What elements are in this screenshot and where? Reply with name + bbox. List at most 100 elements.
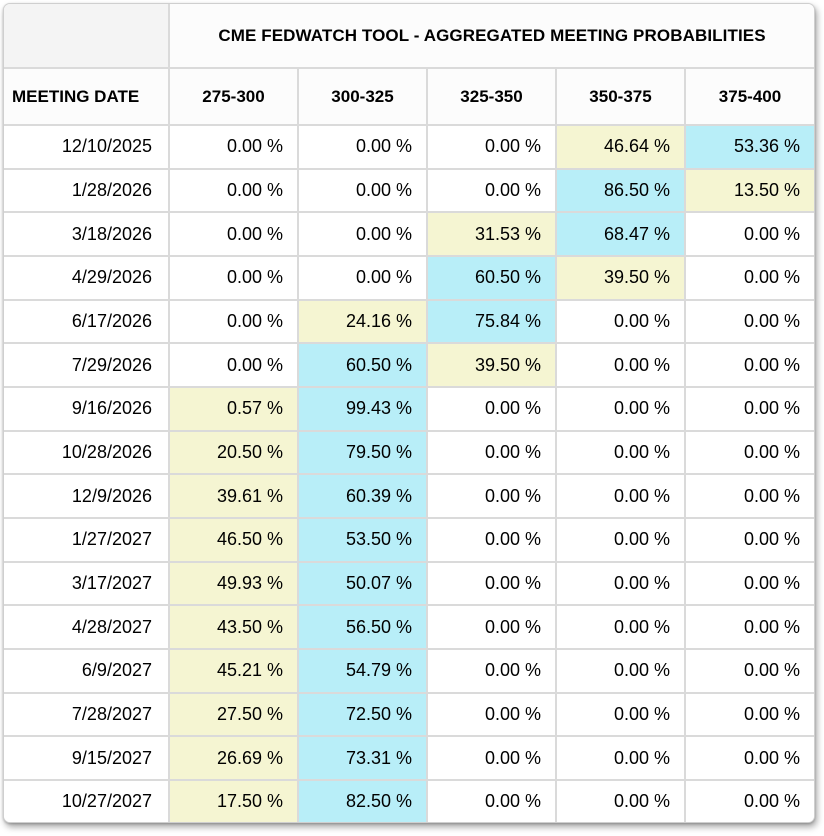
probability-cell: 0.00 % [555, 779, 686, 822]
probability-cell: 0.00 % [555, 473, 686, 520]
meeting-date-cell: 12/10/2025 [4, 124, 170, 170]
probability-cell: 75.84 % [426, 298, 557, 345]
probability-cell: 0.00 % [426, 386, 557, 432]
probability-cell: 0.00 % [168, 255, 299, 301]
probability-cell: 0.00 % [555, 386, 686, 432]
meeting-date-cell: 7/29/2026 [4, 342, 170, 389]
title-row: CME FEDWATCH TOOL - AGGREGATED MEETING P… [4, 4, 814, 69]
probability-cell: 0.00 % [426, 648, 557, 694]
probability-cell: 82.50 % [297, 779, 428, 822]
table-row: 4/29/2026 0.00 % 0.00 % 60.50 % 39.50 % 0.00 … [4, 255, 814, 301]
meeting-date-cell: 7/28/2027 [4, 691, 170, 738]
meeting-date-cell: 10/28/2026 [4, 429, 170, 476]
probability-cell: 45.21 % [168, 648, 299, 694]
column-header-row: MEETING DATE 275-300 300-325 325-350 350-375… [4, 67, 814, 126]
probability-cell: 17.50 % [168, 779, 299, 822]
probability-cell: 0.00 % [555, 298, 686, 345]
probability-cell: 0.00 % [684, 255, 814, 301]
meeting-date-cell: 4/28/2027 [4, 604, 170, 651]
probability-cell: 0.00 % [684, 429, 814, 476]
probability-cell: 0.00 % [426, 691, 557, 738]
probability-cell: 0.00 % [426, 604, 557, 651]
probability-cell: 0.00 % [168, 211, 299, 258]
probability-cell: 0.00 % [684, 473, 814, 520]
meeting-date-cell: 10/27/2027 [4, 779, 170, 822]
probability-cell: 26.69 % [168, 735, 299, 782]
probability-cell: 0.00 % [297, 124, 428, 170]
probability-cell: 0.00 % [555, 342, 686, 389]
probability-cell: 0.00 % [684, 735, 814, 782]
probability-cell: 0.00 % [555, 604, 686, 651]
table-row: 7/29/2026 0.00 % 60.50 % 39.50 % 0.00 % 0.00 … [4, 342, 814, 389]
table-row: 12/9/2026 39.61 % 60.39 % 0.00 % 0.00 % 0.00 … [4, 473, 814, 520]
probability-cell: 0.00 % [684, 517, 814, 563]
table-row: 9/15/2027 26.69 % 73.31 % 0.00 % 0.00 % 0.00 … [4, 735, 814, 782]
table-title: CME FEDWATCH TOOL - AGGREGATED MEETING P… [168, 4, 814, 69]
probability-cell: 0.00 % [426, 779, 557, 822]
probability-cell: 0.00 % [426, 124, 557, 170]
probability-cell: 13.50 % [684, 167, 814, 214]
probability-cell: 60.39 % [297, 473, 428, 520]
meeting-date-cell: 3/17/2027 [4, 560, 170, 607]
table-row: 3/18/2026 0.00 % 0.00 % 31.53 % 68.47 % 0.00 … [4, 211, 814, 258]
meeting-date-cell: 1/28/2026 [4, 167, 170, 214]
probability-cell: 39.50 % [426, 342, 557, 389]
table-row: 6/17/2026 0.00 % 24.16 % 75.84 % 0.00 % 0.00 … [4, 298, 814, 345]
meeting-date-cell: 3/18/2026 [4, 211, 170, 258]
probability-cell: 0.00 % [684, 298, 814, 345]
meeting-date-cell: 9/15/2027 [4, 735, 170, 782]
probability-cell: 0.00 % [297, 167, 428, 214]
table-row: 1/28/2026 0.00 % 0.00 % 0.00 % 86.50 % 13.50 … [4, 167, 814, 214]
table-row: 6/9/2027 45.21 % 54.79 % 0.00 % 0.00 % 0.00 % [4, 648, 814, 694]
probability-cell: 49.93 % [168, 560, 299, 607]
probability-cell: 0.00 % [426, 735, 557, 782]
probability-cell: 0.00 % [684, 691, 814, 738]
col-header-rate-range: 300-325 [297, 67, 428, 126]
probability-cell: 0.00 % [426, 429, 557, 476]
fedwatch-probabilities-panel: CME FEDWATCH TOOL - AGGREGATED MEETING P… [3, 3, 815, 823]
probability-cell: 0.00 % [297, 211, 428, 258]
fedwatch-probabilities-table: CME FEDWATCH TOOL - AGGREGATED MEETING P… [4, 4, 814, 822]
probability-cell: 0.00 % [684, 211, 814, 258]
probability-cell: 0.00 % [426, 517, 557, 563]
col-header-rate-range: 350-375 [555, 67, 686, 126]
probability-cell: 0.00 % [168, 342, 299, 389]
meeting-date-cell: 6/9/2027 [4, 648, 170, 694]
probability-cell: 0.00 % [297, 255, 428, 301]
probability-cell: 46.64 % [555, 124, 686, 170]
col-header-rate-range: 275-300 [168, 67, 299, 126]
meeting-date-cell: 1/27/2027 [4, 517, 170, 563]
meeting-date-cell: 6/17/2026 [4, 298, 170, 345]
probability-cell: 73.31 % [297, 735, 428, 782]
probability-cell: 99.43 % [297, 386, 428, 432]
probability-cell: 0.00 % [555, 560, 686, 607]
probability-cell: 0.00 % [555, 429, 686, 476]
probability-cell: 0.00 % [426, 473, 557, 520]
probability-cell: 0.57 % [168, 386, 299, 432]
table-row: 7/28/2027 27.50 % 72.50 % 0.00 % 0.00 % 0.00 … [4, 691, 814, 738]
probability-cell: 39.50 % [555, 255, 686, 301]
probability-cell: 20.50 % [168, 429, 299, 476]
meeting-date-cell: 9/16/2026 [4, 386, 170, 432]
probability-cell: 0.00 % [684, 779, 814, 822]
probability-cell: 0.00 % [426, 560, 557, 607]
table-row: 10/27/2027 17.50 % 82.50 % 0.00 % 0.00 % 0.00… [4, 779, 814, 822]
probability-cell: 60.50 % [297, 342, 428, 389]
probability-cell: 72.50 % [297, 691, 428, 738]
probability-cell: 0.00 % [168, 167, 299, 214]
probability-cell: 53.36 % [684, 124, 814, 170]
table-row: 3/17/2027 49.93 % 50.07 % 0.00 % 0.00 % 0.00 … [4, 560, 814, 607]
probability-cell: 0.00 % [555, 648, 686, 694]
table-body: 12/10/2025 0.00 % 0.00 % 0.00 % 46.64 % 53.36… [4, 124, 814, 822]
probability-cell: 0.00 % [555, 517, 686, 563]
probability-cell: 50.07 % [297, 560, 428, 607]
probability-cell: 39.61 % [168, 473, 299, 520]
table-row: 1/27/2027 46.50 % 53.50 % 0.00 % 0.00 % 0.00 … [4, 517, 814, 563]
probability-cell: 79.50 % [297, 429, 428, 476]
probability-cell: 86.50 % [555, 167, 686, 214]
probability-cell: 0.00 % [684, 604, 814, 651]
probability-cell: 24.16 % [297, 298, 428, 345]
corner-cell [4, 4, 170, 69]
probability-cell: 68.47 % [555, 211, 686, 258]
probability-cell: 27.50 % [168, 691, 299, 738]
